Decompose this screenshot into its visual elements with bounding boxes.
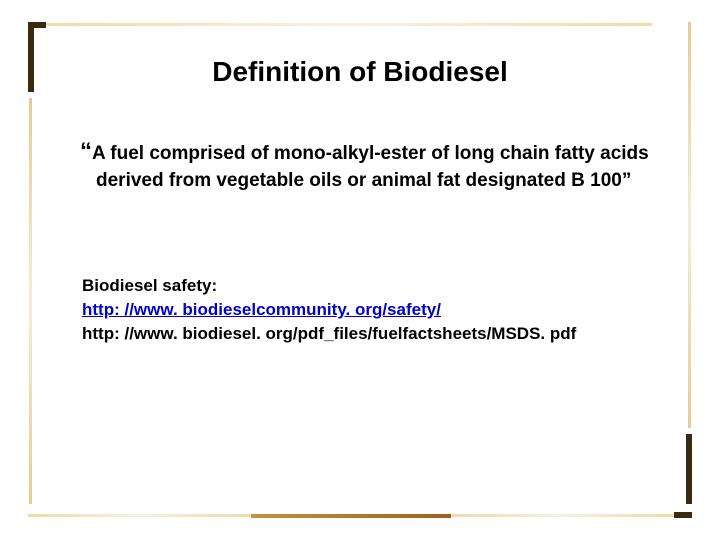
safety-block: Biodiesel safety: http: //www. biodiesel… xyxy=(60,274,660,345)
safety-link-1[interactable]: http: //www. biodieselcommunity. org/saf… xyxy=(82,300,441,319)
slide-title: Definition of Biodiesel xyxy=(60,56,660,88)
safety-link-2: http: //www. biodiesel. org/pdf_files/fu… xyxy=(82,322,660,346)
border-bottom xyxy=(28,512,692,518)
definition-text: A fuel comprised of mono-alkyl-ester of … xyxy=(92,143,649,191)
border-top xyxy=(28,22,692,28)
border-right xyxy=(686,22,692,518)
open-quote: “ xyxy=(80,138,92,165)
border-left xyxy=(28,22,34,518)
slide-frame: Definition of Biodiesel “A fuel comprise… xyxy=(0,0,720,540)
safety-heading: Biodiesel safety: xyxy=(82,274,660,298)
definition-block: “A fuel comprised of mono-alkyl-ester of… xyxy=(60,136,660,194)
content-area: Definition of Biodiesel “A fuel comprise… xyxy=(60,48,660,492)
